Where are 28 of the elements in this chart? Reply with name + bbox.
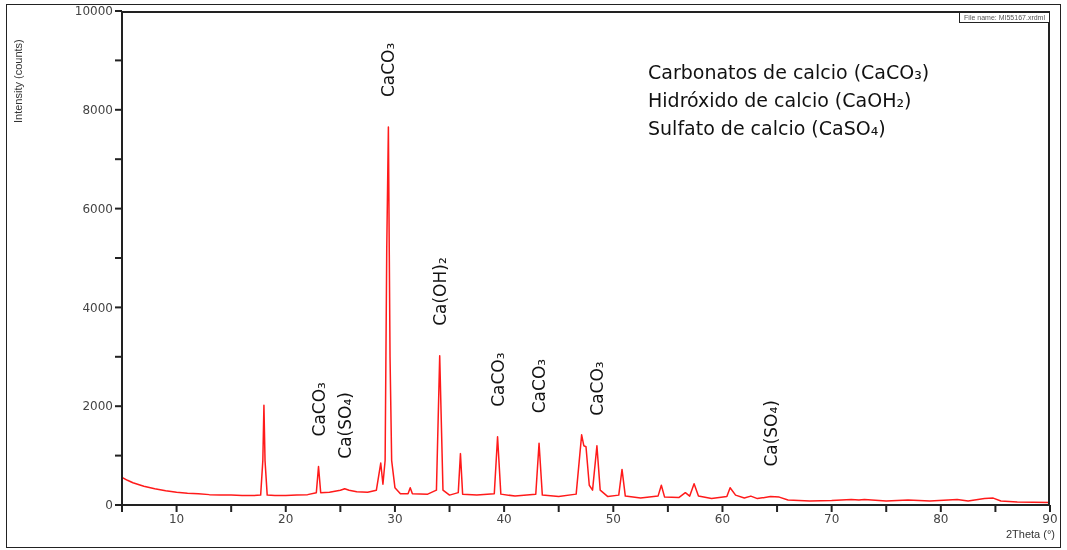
annotation: Ca(OH)₂ [429,257,450,326]
y-tick-label: 8000 [82,103,113,118]
annotation: Sulfato de calcio (CaSO₄) [648,116,887,141]
y-tick-label: 6000 [82,201,113,216]
x-tick-label: 70 [824,511,840,526]
x-tick-label: 80 [933,511,949,526]
annotation: Carbonatos de calcio (CaCO₃) [648,60,930,85]
x-tick-label: 30 [387,511,403,526]
x-tick-label: 20 [278,511,294,526]
annotation: Ca(SO₄) [760,400,781,467]
annotation: CaCO₃ [529,358,550,414]
x-tick-label: 40 [496,511,512,526]
annotation: CaCO₃ [586,361,607,416]
annotation: Hidróxido de calcio (CaOH₂) [648,88,913,113]
y-axis-title: Intensity (counts) [12,39,24,123]
annotation: CaCO₃ [487,352,508,407]
x-tick-label: 60 [714,511,731,526]
y-tick-label: 10000 [74,4,113,19]
annotation: Ca(SO₄) [334,392,355,459]
annotation: CaCO₃ [378,42,399,98]
y-tick-label: 2000 [82,399,113,414]
x-tick-label: 50 [605,511,621,526]
annotation: CaCO₃ [308,382,329,437]
y-tick-label: 0 [105,498,113,513]
x-axis-title: 2Theta (°) [1005,528,1055,540]
y-tick-label: 4000 [82,300,113,315]
x-tick-label: 90 [1042,511,1058,526]
x-tick-label: 10 [168,511,185,526]
